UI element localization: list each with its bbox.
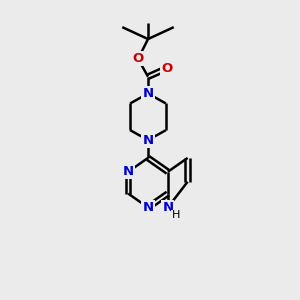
Text: O: O	[133, 52, 144, 65]
Text: O: O	[161, 62, 172, 75]
Text: N: N	[142, 134, 154, 147]
Text: N: N	[142, 201, 154, 214]
Text: N: N	[162, 201, 173, 214]
Text: H: H	[172, 210, 180, 220]
Text: N: N	[123, 165, 134, 178]
Text: N: N	[142, 87, 154, 100]
